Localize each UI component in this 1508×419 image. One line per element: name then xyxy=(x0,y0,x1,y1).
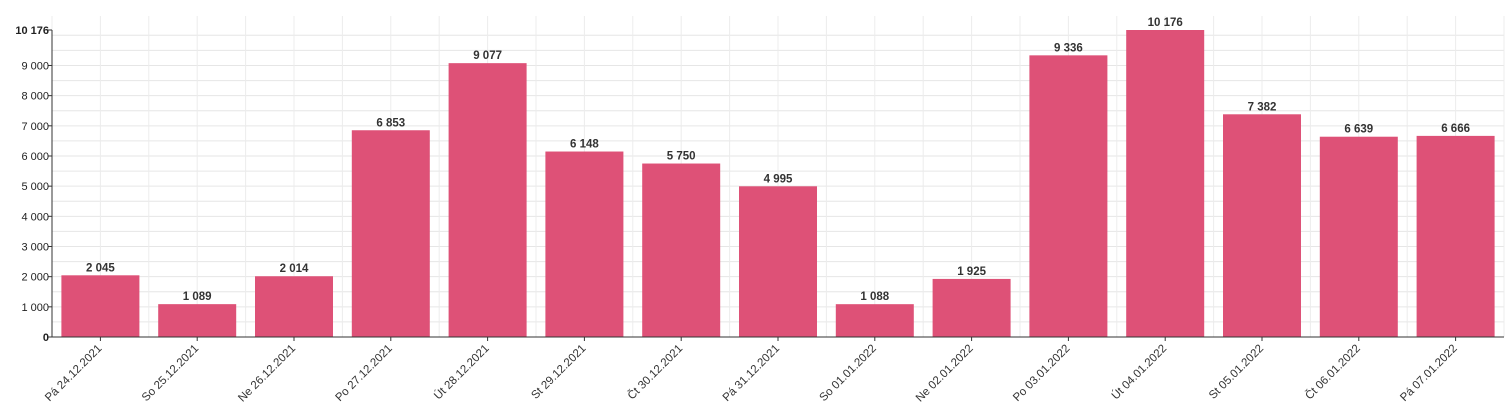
y-tick-label: 9 000 xyxy=(21,60,49,72)
y-tick-label: 8 000 xyxy=(21,91,49,103)
x-tick-label: St 29.12.2021 xyxy=(529,343,588,402)
bar xyxy=(739,186,817,337)
bar xyxy=(1319,136,1398,337)
y-tick-label: 3 000 xyxy=(21,241,49,253)
bar xyxy=(61,275,140,337)
x-tick-label: Po 27.12.2021 xyxy=(334,343,395,404)
x-tick-label: Čt 30.12.2021 xyxy=(625,342,685,402)
bar xyxy=(835,304,914,337)
y-tick-label: 7 000 xyxy=(21,121,49,133)
data-label: 6 853 xyxy=(376,117,405,129)
bar xyxy=(158,304,237,337)
bar xyxy=(255,276,333,337)
data-label: 4 995 xyxy=(764,173,793,185)
x-tick-label: Út 28.12.2021 xyxy=(431,342,491,402)
data-label: 7 382 xyxy=(1248,101,1277,113)
bar xyxy=(932,278,1011,337)
bar xyxy=(1416,135,1495,337)
bar xyxy=(642,163,721,337)
y-tick-label: 10 176 xyxy=(15,25,49,37)
y-tick-label: 6 000 xyxy=(21,151,49,163)
y-tick-label: 4 000 xyxy=(21,211,49,223)
y-tick-label: 5 000 xyxy=(21,181,49,193)
data-label: 9 336 xyxy=(1054,42,1083,54)
data-label: 1 088 xyxy=(860,291,889,303)
y-tick-label: 0 xyxy=(43,332,49,344)
y-tick-label: 1 000 xyxy=(21,302,49,314)
x-tick-label: So 01.01.2022 xyxy=(818,343,879,404)
y-tick-label: 2 000 xyxy=(21,272,49,284)
x-tick-label: Ne 02.01.2022 xyxy=(914,343,976,405)
bar xyxy=(351,130,430,337)
bars xyxy=(61,30,1495,337)
x-tick-label: Út 04.01.2022 xyxy=(1109,342,1169,402)
data-label: 1 925 xyxy=(957,266,986,278)
x-tick-label: Ne 26.12.2021 xyxy=(236,343,298,405)
x-tick-label: Pá 31.12.2021 xyxy=(721,343,782,404)
data-label: 6 666 xyxy=(1441,123,1470,135)
x-tick-label: Čt 06.01.2022 xyxy=(1303,342,1363,402)
bar xyxy=(1126,30,1205,337)
bar xyxy=(1029,55,1108,337)
data-label: 2 045 xyxy=(86,262,115,274)
bar xyxy=(1223,114,1301,337)
x-tick-label: Pá 24.12.2021 xyxy=(43,343,104,404)
x-tick-label: Pá 07.01.2022 xyxy=(1398,343,1459,404)
data-labels: 2 045 1 089 2 014 6 853 9 077 6 148 5 750 4 995… xyxy=(86,17,1470,303)
x-tick-label: St 05.01.2022 xyxy=(1207,343,1266,402)
data-label: 2 014 xyxy=(280,263,309,275)
x-tick-label: So 25.12.2021 xyxy=(140,343,201,404)
x-axis: Pá 24.12.2021 So 25.12.2021 Ne 26.12.2021 P… xyxy=(43,336,1504,405)
data-label: 10 176 xyxy=(1148,17,1183,29)
bar xyxy=(448,63,527,337)
data-label: 1 089 xyxy=(183,291,212,303)
data-label: 6 148 xyxy=(570,139,599,151)
data-label: 9 077 xyxy=(473,50,502,62)
data-label: 6 639 xyxy=(1344,124,1373,136)
y-axis: 0 1 000 2 000 3 000 4 000 5 000 6 000 7 000 8 00… xyxy=(15,25,53,344)
x-tick-label: Po 03.01.2022 xyxy=(1011,343,1072,404)
bar xyxy=(545,151,624,337)
data-label: 5 750 xyxy=(667,151,696,163)
